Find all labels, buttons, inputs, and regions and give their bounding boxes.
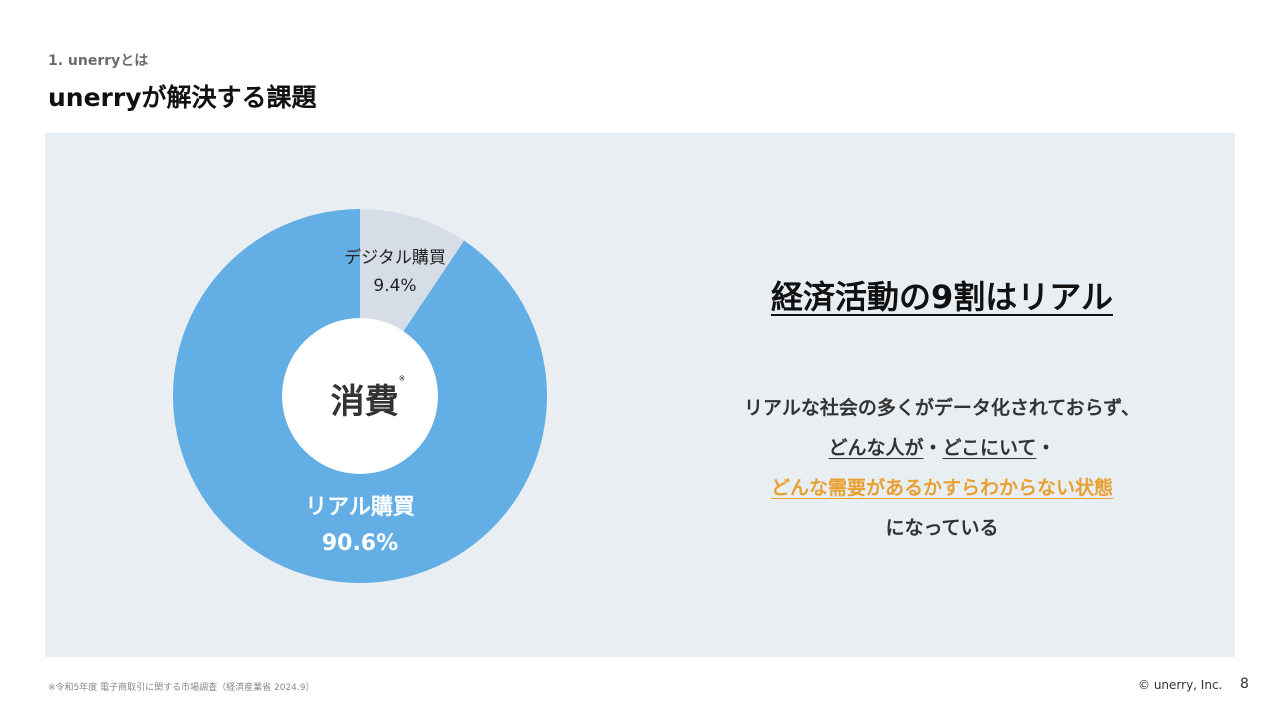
donut-center-label: 消費※ (322, 374, 414, 423)
emphasis-where: どこにいて (942, 437, 1037, 459)
slice-name-real: リアル購買 (305, 495, 415, 520)
section-label: 1. unerryとは (48, 53, 149, 69)
message-line-2: どんな人が・どこにいて・ (680, 428, 1204, 468)
message-body: リアルな社会の多くがデータ化されておらず、 どんな人が・どこにいて・ どんな需要… (680, 388, 1204, 548)
headline: 経済活動の9割はリアル (771, 278, 1113, 316)
separator-2: ・ (1036, 437, 1056, 459)
slice-name-digital: デジタル購買 (344, 248, 446, 268)
source-footnote: ※令和5年度 電子商取引に関する市場調査（経済産業省 2024.9） (48, 683, 315, 693)
center-note-mark: ※ (398, 374, 406, 383)
message-line-1: リアルな社会の多くがデータ化されておらず、 (744, 397, 1140, 419)
page-number: 8 (1240, 676, 1249, 692)
slice-value-digital: 9.4% (373, 276, 417, 296)
emphasis-who: どんな人が (828, 437, 924, 459)
slice-label-real: リアル購買 90.6% (290, 490, 430, 562)
page-title: unerryが解決する課題 (48, 83, 317, 112)
center-text: 消費 (330, 382, 399, 422)
slice-value-real: 90.6% (321, 531, 399, 556)
emphasis-demand: どんな需要があるかすらわからない状態 (770, 477, 1113, 499)
copyright: © unerry, Inc. (1138, 678, 1223, 692)
slice-label-digital: デジタル購買 9.4% (330, 244, 460, 300)
message-line-4: になっている (885, 517, 999, 539)
donut-hole (282, 318, 438, 474)
separator-1: ・ (923, 437, 943, 459)
message-line-3: どんな需要があるかすらわからない状態 (680, 468, 1204, 508)
donut-chart (172, 209, 547, 583)
